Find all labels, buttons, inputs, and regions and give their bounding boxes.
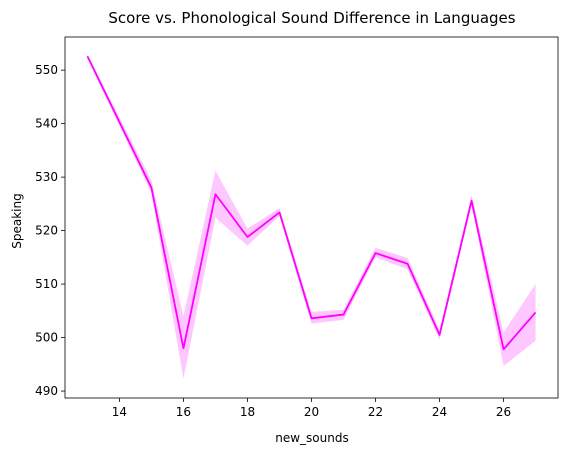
axes: 14 16 18 20 22 24 26 490 500 510 520 530 540 550 [35,36,559,419]
y-axis-label: Speaking [10,193,24,248]
x-tick-label: 14 [112,405,127,419]
x-tick-label: 22 [368,405,383,419]
y-tick-label: 550 [35,63,58,77]
data-point [311,317,313,319]
x-tick-label: 16 [176,405,191,419]
x-tick-label: 24 [432,405,447,419]
data-point [503,348,505,350]
x-tick-label: 18 [240,405,255,419]
data-point [86,55,88,57]
x-axis-label: new_sounds [275,431,348,445]
data-point [471,200,473,202]
data-point [214,193,216,195]
y-tick-label: 530 [35,170,58,184]
y-tick-label: 510 [35,277,58,291]
plot-area [86,54,537,379]
data-point [278,211,280,213]
data-point [182,347,184,349]
data-point [407,263,409,265]
data-point [439,334,441,336]
data-point [343,314,345,316]
data-point [535,311,537,313]
data-point [150,187,152,189]
data-point [375,252,377,254]
data-point [246,236,248,238]
x-tick-label: 20 [304,405,319,419]
y-tick-label: 520 [35,224,58,238]
y-tick-label: 540 [35,117,58,131]
plot-frame [64,36,559,399]
series-line [86,55,537,351]
y-tick-label: 490 [35,384,58,398]
y-tick-label: 500 [35,331,58,345]
x-tick-label: 26 [496,405,511,419]
chart-title: Score vs. Phonological Sound Difference … [108,9,515,27]
